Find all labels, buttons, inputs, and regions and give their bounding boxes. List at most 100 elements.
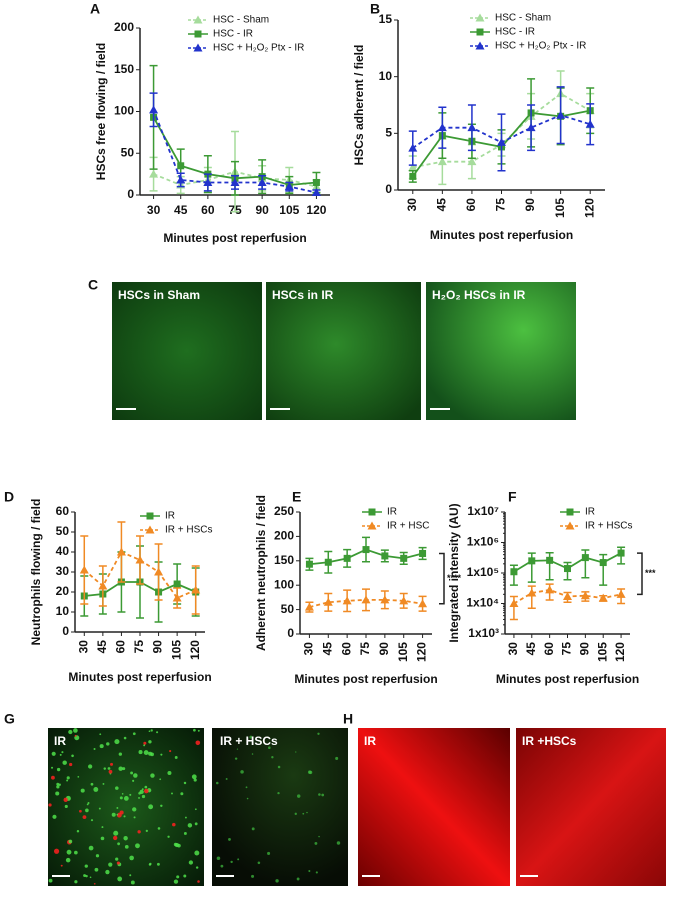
spot: [123, 815, 126, 818]
error-bar: [545, 552, 554, 581]
marker: [79, 565, 89, 574]
spot: [160, 753, 163, 756]
image-label: IR: [54, 734, 66, 748]
spot: [90, 819, 94, 822]
spot: [61, 751, 64, 754]
spot: [195, 866, 199, 869]
marker: [510, 568, 518, 576]
legend-label: IR: [165, 511, 175, 522]
x-tick-label: 120: [613, 642, 627, 662]
marker: [467, 157, 477, 166]
chart: E 0 50 100 150 200 250 30 45 60 75 90 105 120 Minutes …: [254, 489, 461, 686]
spot: [193, 778, 197, 782]
image-label: IR: [364, 734, 376, 748]
marker: [172, 593, 182, 602]
spot: [110, 762, 114, 766]
y-axis-label: Adherent neutrophils / field: [254, 495, 268, 651]
y-tick-label: 0: [62, 624, 69, 638]
spot: [68, 729, 73, 735]
marker: [203, 177, 213, 186]
spot: [271, 756, 274, 759]
micrograph: [212, 728, 348, 886]
spot: [144, 785, 148, 789]
spot: [156, 862, 160, 866]
spot: [115, 857, 119, 861]
x-tick-label: 30: [76, 640, 90, 654]
x-tick-label: 75: [358, 642, 372, 656]
spot: [148, 740, 152, 744]
x-axis-label: Minutes post reperfusion: [68, 670, 211, 684]
marker: [193, 43, 203, 52]
x-tick-label: 60: [114, 640, 128, 654]
spot: [230, 860, 233, 864]
image-panel-h: H IR IR +HSCs: [343, 711, 666, 886]
y-tick-label: 100: [274, 577, 294, 591]
x-tick-label: 30: [147, 203, 161, 217]
spot: [123, 795, 129, 801]
marker: [528, 557, 536, 565]
y-tick-label: 1x10⁶: [467, 535, 499, 549]
spot: [188, 860, 194, 865]
spot: [105, 869, 110, 875]
x-tick-label: 120: [582, 198, 596, 218]
marker: [312, 178, 320, 186]
y-axis-label: HSCs adherent / field: [352, 45, 366, 166]
y-tick-label: 1x10³: [468, 626, 499, 640]
spot: [246, 797, 249, 800]
spot: [314, 841, 318, 845]
spot: [100, 836, 105, 841]
x-tick-label: 105: [595, 642, 609, 662]
spot: [51, 775, 55, 780]
x-axis-label: Minutes post reperfusion: [430, 228, 573, 242]
spot: [176, 875, 180, 879]
micrograph: [48, 728, 204, 886]
x-tick-label: 30: [302, 642, 316, 656]
spot: [267, 851, 271, 855]
marker: [176, 175, 186, 184]
spot: [321, 793, 325, 797]
spot: [194, 822, 198, 826]
marker: [342, 596, 352, 605]
marker: [616, 589, 626, 598]
spot: [308, 870, 311, 873]
legend-label: HSC + H₂O₂ Ptx - IR: [213, 43, 304, 54]
spot: [60, 864, 63, 867]
spot: [122, 767, 126, 771]
micrograph: [266, 282, 421, 420]
legend-label: HSC - IR: [495, 27, 535, 38]
spot: [129, 793, 132, 796]
marker: [581, 554, 589, 562]
spot: [173, 879, 179, 884]
marker: [149, 105, 159, 114]
x-tick-label: 75: [560, 642, 574, 656]
image-label: IR +HSCs: [522, 734, 577, 748]
spot: [225, 778, 228, 780]
spot: [77, 775, 80, 778]
spot: [56, 785, 60, 789]
spot: [132, 779, 135, 782]
x-tick-label: 30: [506, 642, 520, 656]
y-axis-label: Neutrophils flowing / field: [29, 499, 43, 646]
spot: [116, 807, 119, 809]
marker: [305, 560, 313, 568]
spot: [159, 778, 162, 781]
spot: [145, 829, 148, 832]
spot: [302, 812, 305, 815]
marker: [304, 602, 314, 611]
spot: [74, 734, 77, 737]
marker: [598, 593, 608, 602]
legend-label: HSC - IR: [213, 29, 253, 40]
spot: [56, 782, 60, 786]
x-tick-label: 60: [201, 203, 215, 217]
image-panel-c: C HSCs in Sham HSCs in IR H₂O₂ HSCs in I…: [88, 277, 576, 420]
spot: [194, 808, 197, 811]
spot: [85, 808, 89, 813]
spot: [108, 862, 113, 867]
spot: [174, 843, 179, 848]
marker: [566, 508, 574, 516]
spot: [68, 839, 73, 844]
marker: [324, 558, 332, 566]
x-tick-label: 60: [464, 198, 478, 212]
x-axis-label: Minutes post reperfusion: [496, 672, 639, 686]
